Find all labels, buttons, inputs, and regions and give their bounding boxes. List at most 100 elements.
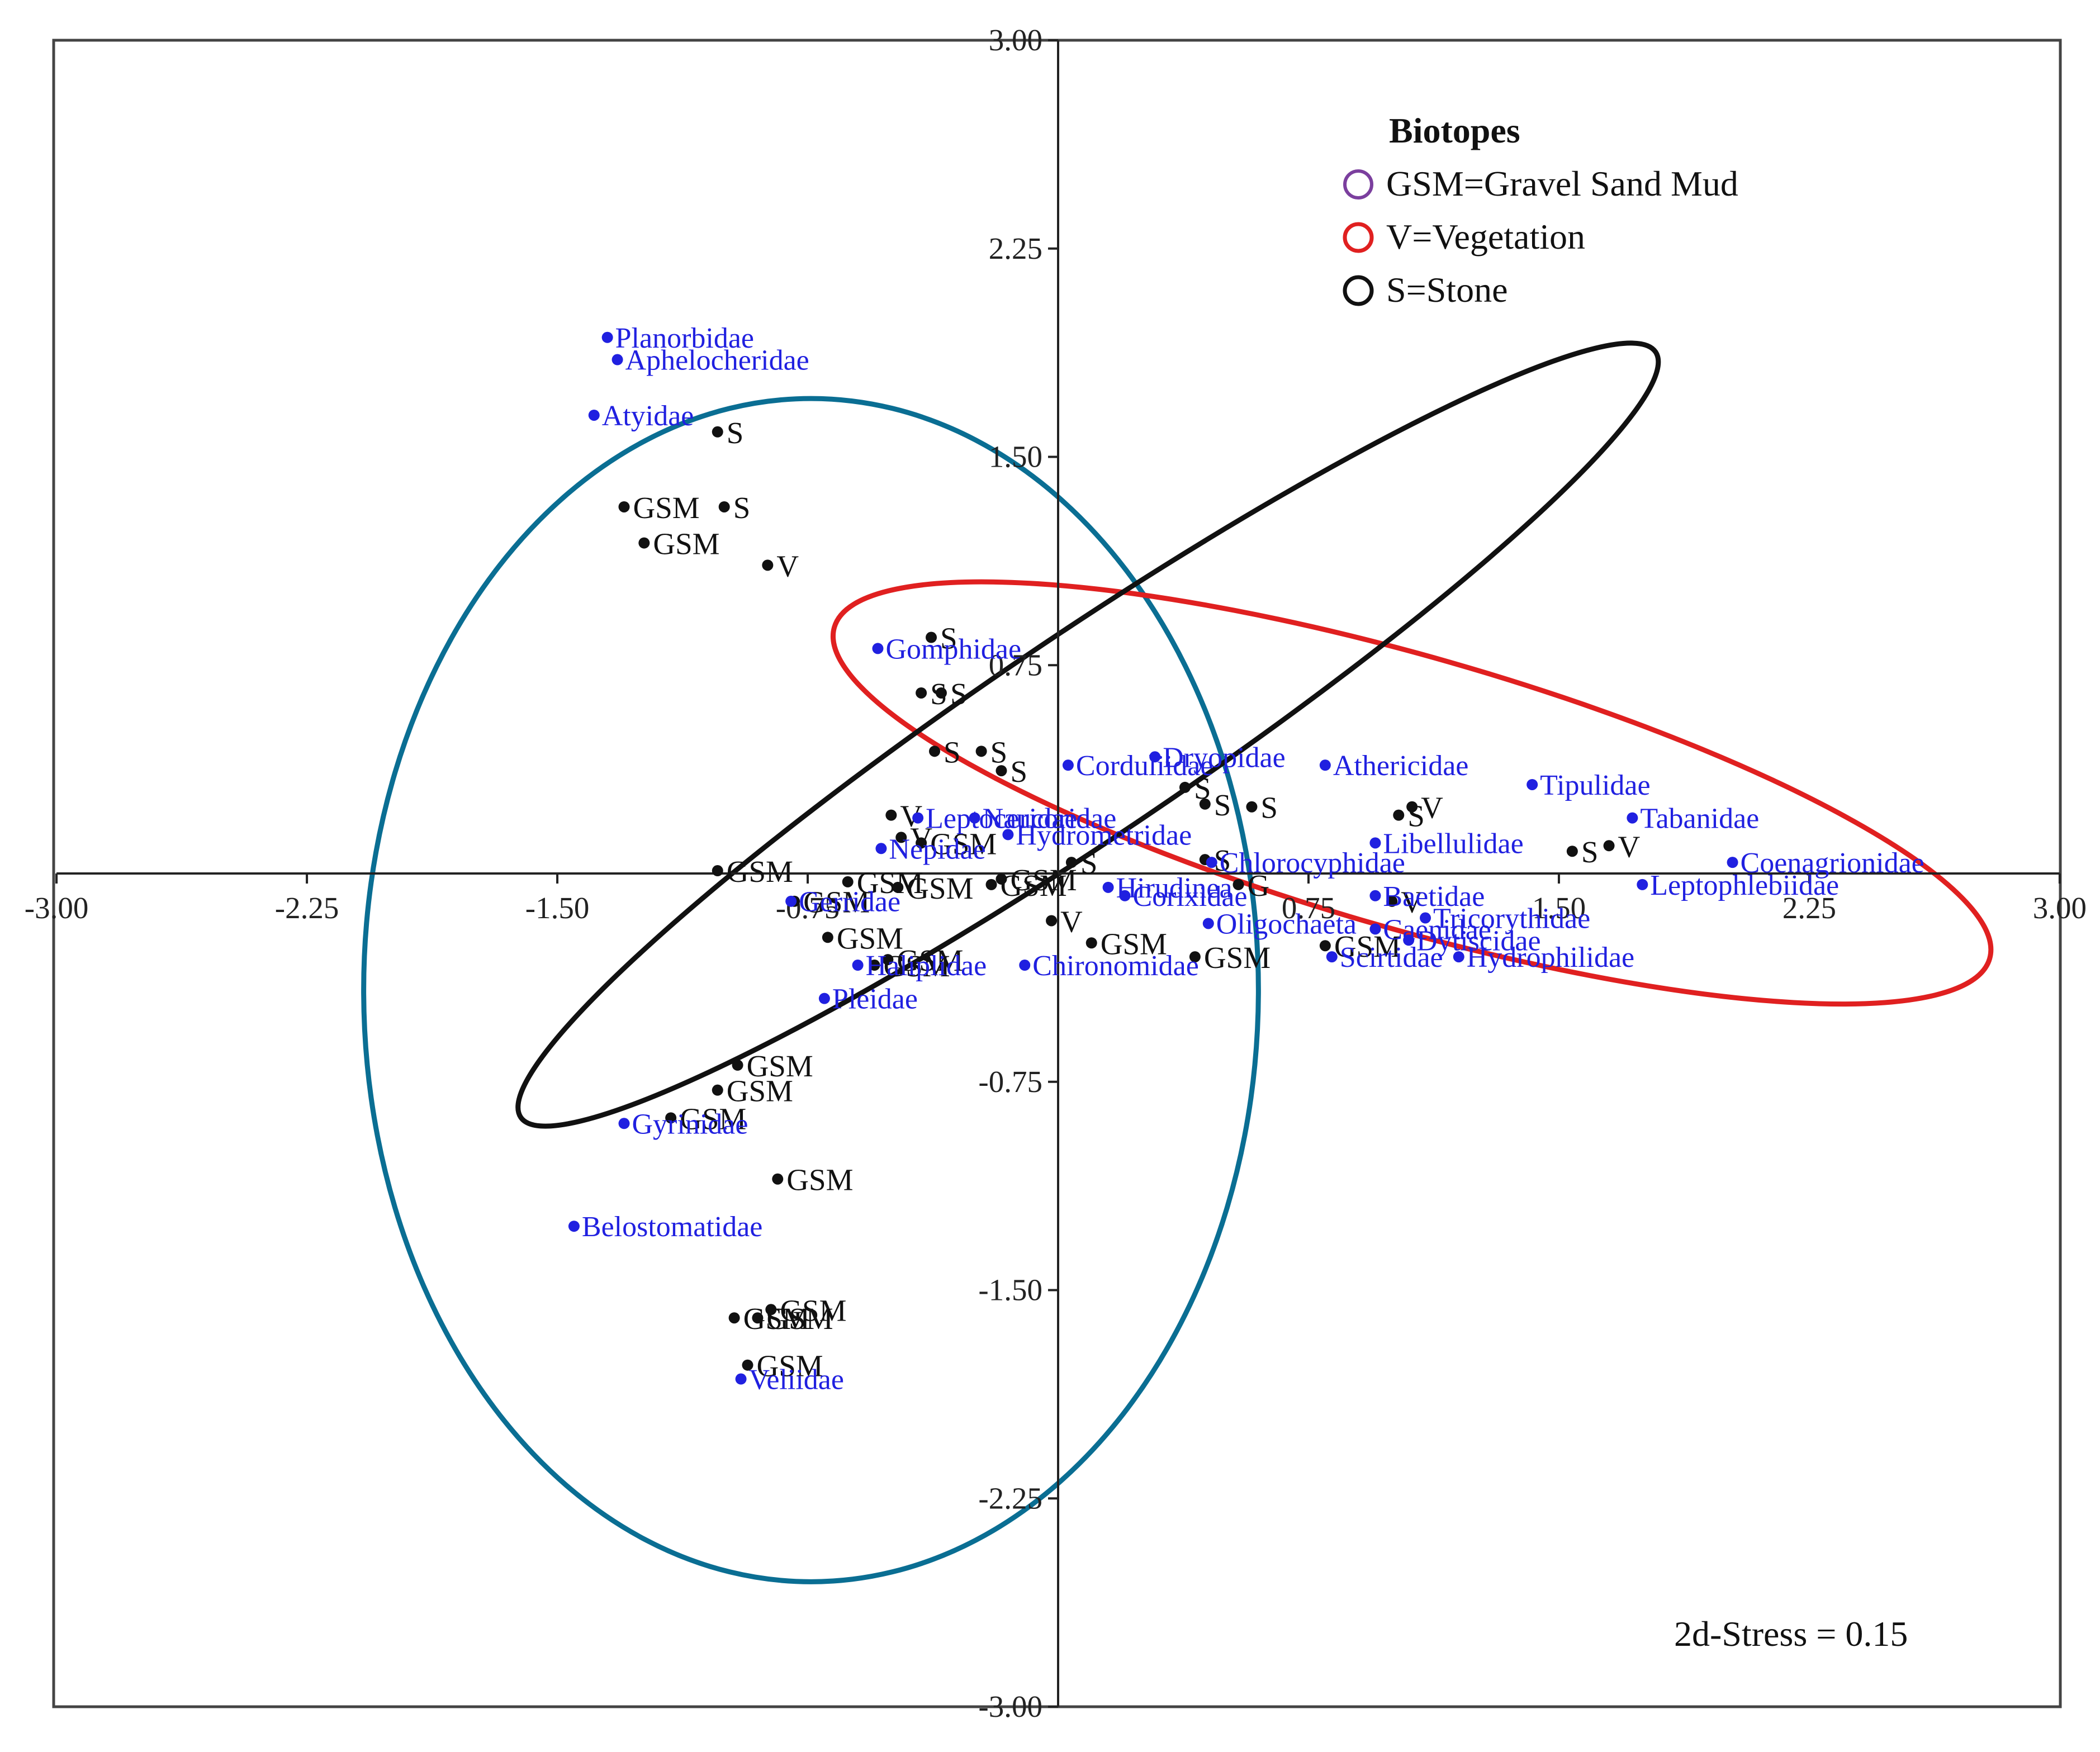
station-point xyxy=(718,501,730,512)
station-label: GSM xyxy=(803,885,870,919)
station-point xyxy=(996,765,1007,777)
stress-label: 2d-Stress = 0.15 xyxy=(1674,1614,1908,1654)
taxon-label: Aphelocheridae xyxy=(625,345,809,377)
station-label: GSM xyxy=(1010,863,1077,897)
taxon-label: Gyrinidae xyxy=(632,1108,748,1140)
taxon-point xyxy=(1627,812,1638,824)
group-ellipse xyxy=(361,396,1261,1584)
taxon-label: Hirudinea xyxy=(1116,872,1232,904)
taxon-label: Pleidae xyxy=(832,984,918,1015)
station-point xyxy=(916,687,927,699)
station-point xyxy=(1065,857,1077,868)
station-label: S xyxy=(1080,846,1098,880)
taxon-point xyxy=(818,993,830,1004)
x-tick-label: -2.25 xyxy=(275,891,339,925)
station-point xyxy=(842,876,854,887)
taxon-point xyxy=(1637,879,1648,890)
station-label: V xyxy=(1401,885,1423,919)
station-point xyxy=(1246,801,1258,813)
station-point xyxy=(1085,937,1097,949)
station-point xyxy=(712,865,723,877)
station-point xyxy=(638,537,650,549)
station-point xyxy=(996,873,1007,885)
y-tick-label: 2.25 xyxy=(989,231,1042,265)
y-tick-label: -2.25 xyxy=(978,1481,1042,1515)
station-label: S xyxy=(950,677,968,711)
taxon-label: Hydrometridae xyxy=(1016,819,1192,851)
station-point xyxy=(762,559,774,571)
station-point xyxy=(1199,798,1211,810)
taxon-label: Planorbidae xyxy=(615,322,754,354)
station-point xyxy=(985,879,997,890)
taxon-point xyxy=(1420,912,1431,924)
station-label: GSM xyxy=(1001,868,1067,903)
taxon-point xyxy=(1369,923,1381,935)
y-tick-label: 3.00 xyxy=(989,23,1042,57)
y-tick-label: -0.75 xyxy=(978,1065,1042,1099)
station-point xyxy=(618,501,630,512)
station-label: GSM xyxy=(766,1302,833,1336)
taxon-point xyxy=(1369,837,1381,849)
station-label: S xyxy=(1407,799,1425,833)
taxon-point xyxy=(1202,918,1214,929)
taxon-label: Belostomatidae xyxy=(582,1211,762,1243)
taxon-label: Tricorythidae xyxy=(1433,903,1590,935)
taxon-point xyxy=(1369,890,1381,901)
station-point xyxy=(885,809,897,821)
station-label: GSM xyxy=(727,854,793,889)
station-label: GSM xyxy=(780,1293,846,1327)
station-point xyxy=(1319,940,1331,952)
x-tick-label: -1.50 xyxy=(525,891,590,925)
x-tick-label: 1.50 xyxy=(1532,891,1586,925)
station-label: GSM xyxy=(897,943,963,977)
taxon-point xyxy=(969,812,980,824)
station-label: GSM xyxy=(747,1049,813,1083)
group-ellipse xyxy=(515,340,1661,1129)
station-label: GSM xyxy=(653,527,719,561)
taxon-label: Tipulidae xyxy=(1540,770,1650,801)
y-tick-label: -1.50 xyxy=(978,1273,1042,1307)
station-label: GSM xyxy=(837,921,903,955)
station-label: GSM xyxy=(727,1074,793,1108)
station-point xyxy=(742,1359,753,1371)
station-point xyxy=(772,1173,784,1185)
station-point xyxy=(928,746,940,757)
taxon-label: Leptoceridae xyxy=(926,803,1077,835)
taxon-label: Naucoridae xyxy=(983,803,1117,835)
taxon-point xyxy=(1002,829,1014,841)
station-point xyxy=(1386,895,1398,907)
x-tick-label: 2.25 xyxy=(1783,891,1836,925)
station-point xyxy=(1406,801,1418,813)
station-point xyxy=(895,832,907,843)
taxon-point xyxy=(611,354,623,365)
taxon-point xyxy=(601,331,613,343)
station-label: S xyxy=(1581,835,1599,869)
station-label: GSM xyxy=(857,866,923,900)
legend-label-vegetation: V=Vegetation xyxy=(1386,217,1585,257)
taxon-label: Gerridae xyxy=(799,886,900,918)
taxon-label: Athericidae xyxy=(1333,750,1469,782)
legend-marker-gsm xyxy=(1343,169,1373,200)
station-label: V xyxy=(776,549,799,583)
station-label: GSM xyxy=(680,1101,746,1136)
legend-marker-stone xyxy=(1343,275,1374,306)
taxon-point xyxy=(1403,934,1415,946)
station-point xyxy=(1566,846,1578,857)
taxon-label: Coenagrionidae xyxy=(1741,847,1924,879)
taxon-point xyxy=(1019,960,1031,971)
taxon-point xyxy=(912,812,924,824)
station-point xyxy=(975,746,987,757)
station-point xyxy=(1393,809,1405,821)
taxon-point xyxy=(875,843,887,854)
taxon-point xyxy=(1102,881,1114,893)
x-tick-label: -3.00 xyxy=(25,891,89,925)
station-point xyxy=(1189,951,1201,963)
station-label: S xyxy=(727,416,744,450)
station-point xyxy=(882,954,894,966)
x-tick-label: 0.75 xyxy=(1282,891,1335,925)
station-point xyxy=(892,881,904,893)
station-point xyxy=(712,1084,723,1096)
station-point xyxy=(732,1059,743,1071)
